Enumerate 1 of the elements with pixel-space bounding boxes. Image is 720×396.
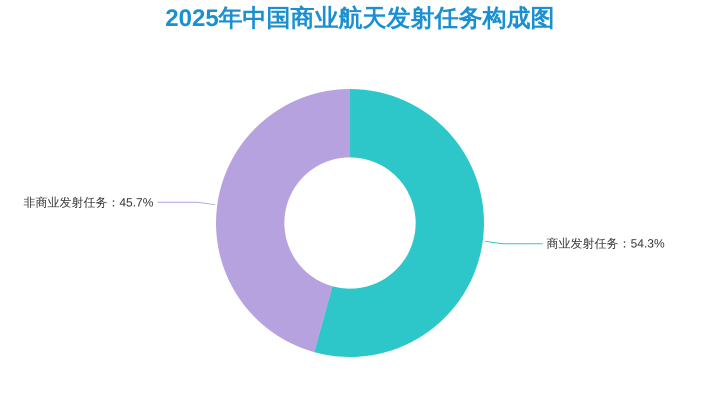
title: 2025年中国商业航天发射任务构成图	[165, 5, 555, 32]
